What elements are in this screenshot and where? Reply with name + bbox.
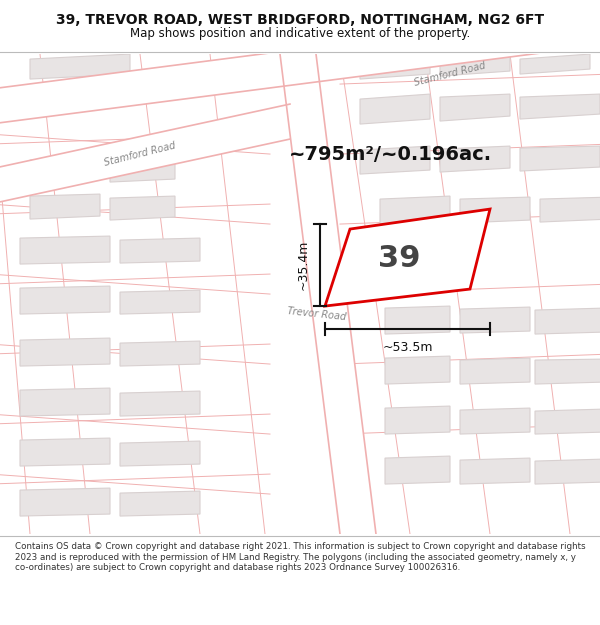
- Polygon shape: [460, 458, 530, 484]
- Text: 39: 39: [377, 244, 420, 272]
- Polygon shape: [120, 491, 200, 516]
- Polygon shape: [0, 9, 600, 124]
- Polygon shape: [535, 409, 600, 434]
- Polygon shape: [325, 209, 490, 306]
- Polygon shape: [440, 146, 510, 172]
- Polygon shape: [520, 146, 600, 171]
- Polygon shape: [20, 438, 110, 466]
- Polygon shape: [385, 406, 450, 434]
- Polygon shape: [360, 146, 430, 174]
- Polygon shape: [30, 79, 120, 99]
- Polygon shape: [120, 238, 200, 263]
- Polygon shape: [120, 341, 200, 366]
- Text: Map shows position and indicative extent of the property.: Map shows position and indicative extent…: [130, 28, 470, 41]
- Polygon shape: [360, 56, 430, 79]
- Polygon shape: [440, 94, 510, 121]
- Polygon shape: [20, 388, 110, 416]
- Polygon shape: [120, 391, 200, 416]
- Polygon shape: [385, 456, 450, 484]
- Polygon shape: [0, 104, 290, 204]
- Polygon shape: [460, 197, 530, 223]
- Polygon shape: [385, 356, 450, 384]
- Polygon shape: [360, 94, 430, 124]
- Polygon shape: [460, 408, 530, 434]
- Polygon shape: [20, 488, 110, 516]
- Polygon shape: [535, 359, 600, 384]
- Polygon shape: [120, 441, 200, 466]
- Polygon shape: [520, 94, 600, 119]
- Text: Stamford Road: Stamford Road: [413, 61, 487, 88]
- Polygon shape: [535, 459, 600, 484]
- Polygon shape: [520, 54, 590, 74]
- Polygon shape: [460, 358, 530, 384]
- Text: ~795m²/~0.196ac.: ~795m²/~0.196ac.: [289, 144, 491, 164]
- Polygon shape: [110, 158, 175, 182]
- Polygon shape: [380, 196, 450, 224]
- Text: Stamford Road: Stamford Road: [103, 141, 177, 168]
- Text: 39, TREVOR ROAD, WEST BRIDGFORD, NOTTINGHAM, NG2 6FT: 39, TREVOR ROAD, WEST BRIDGFORD, NOTTING…: [56, 13, 544, 27]
- Polygon shape: [540, 197, 600, 222]
- Polygon shape: [440, 54, 510, 76]
- Polygon shape: [385, 306, 450, 334]
- Polygon shape: [110, 196, 175, 220]
- Polygon shape: [535, 308, 600, 334]
- Polygon shape: [280, 54, 376, 534]
- Text: Trevor Road: Trevor Road: [287, 306, 347, 322]
- Text: ~53.5m: ~53.5m: [382, 341, 433, 354]
- Polygon shape: [460, 307, 530, 333]
- Polygon shape: [30, 54, 130, 79]
- Text: ~35.4m: ~35.4m: [297, 240, 310, 290]
- Polygon shape: [20, 338, 110, 366]
- Polygon shape: [30, 156, 100, 184]
- Polygon shape: [120, 290, 200, 314]
- Polygon shape: [20, 286, 110, 314]
- Polygon shape: [20, 236, 110, 264]
- Text: Contains OS data © Crown copyright and database right 2021. This information is : Contains OS data © Crown copyright and d…: [15, 542, 586, 572]
- Polygon shape: [30, 194, 100, 219]
